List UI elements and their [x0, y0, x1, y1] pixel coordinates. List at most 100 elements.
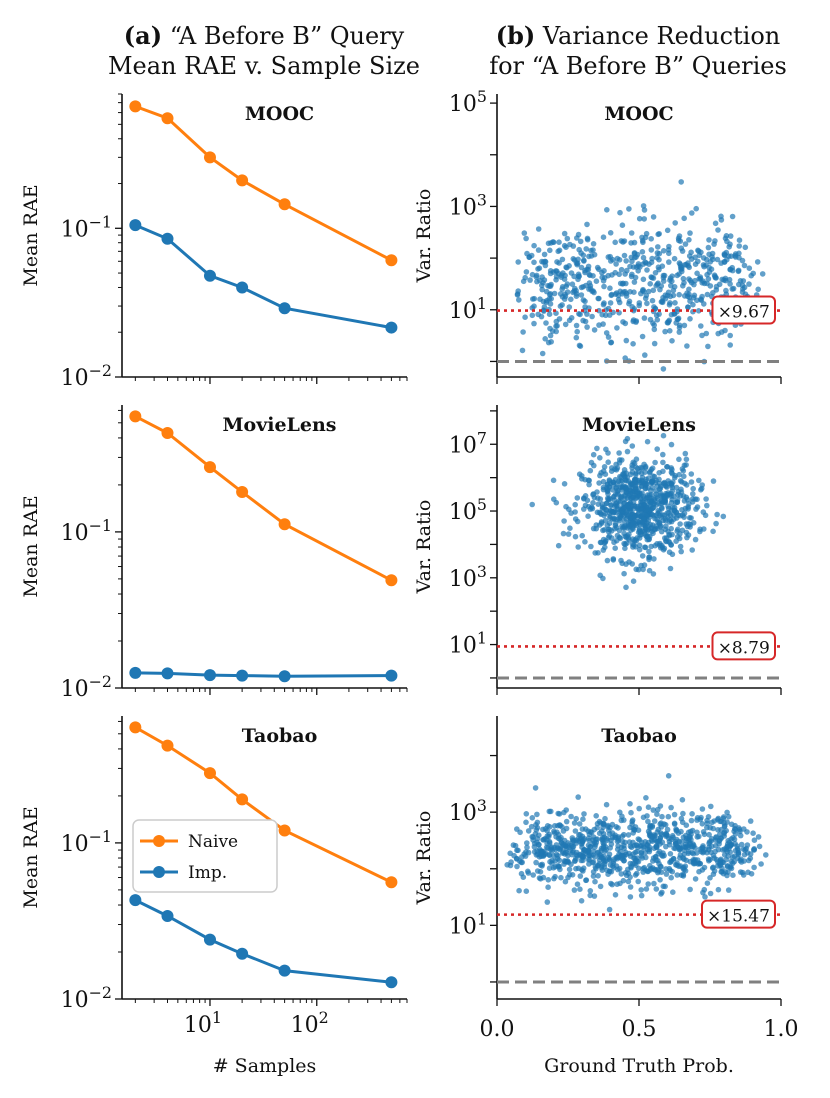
panel-movielens-var-scatter-point [614, 503, 620, 509]
panel-mooc-var-scatter-point [633, 319, 639, 325]
panel-taobao-var-scatter-point [694, 850, 700, 856]
panel-taobao-var-scatter-point [704, 824, 710, 831]
panel-mooc-var-scatter-point [570, 255, 577, 262]
panel-mooc-var-scatter-point [568, 296, 574, 303]
panel-movielens-var-scatter-point [602, 510, 608, 517]
panel-taobao-var-scatter-point [578, 898, 585, 904]
panel-movielens-var-scatter-point [668, 465, 674, 471]
panel-taobao-var-scatter-point [580, 857, 586, 864]
panel-taobao-var-scatter-point [638, 892, 645, 899]
panel-movielens-var-scatter-point [631, 477, 638, 484]
panel-movielens-var-scatter-point [635, 566, 642, 573]
panel-movielens-var-scatter-point [636, 542, 643, 549]
panel-mooc-var-scatter-point [553, 273, 560, 280]
panel-mooc-rae-y-label: Mean RAE [20, 184, 42, 286]
panel-taobao-var-scatter-point [537, 862, 544, 868]
panel-taobao-var-scatter-point [534, 811, 540, 818]
panel-movielens-var-scatter-point [657, 542, 663, 548]
panel-movielens-var-scatter-point [587, 467, 594, 474]
panel-taobao-var-scatter-point [756, 843, 763, 850]
panel-taobao-var-scatter-point [574, 853, 580, 859]
panel-taobao-var-scatter-point [653, 886, 660, 892]
panel-mooc-var-scatter-point [526, 254, 532, 260]
panel-movielens-var-scatter-point [648, 478, 655, 485]
panel-taobao-rae-y-tick-label: 10−1 [61, 827, 112, 857]
panel-movielens-var-scatter-point [604, 522, 611, 529]
panel-movielens-var-scatter-point [576, 471, 583, 478]
panel-mooc-var-scatter-point [636, 302, 642, 309]
panel-mooc-var-scatter-point [694, 270, 700, 277]
panel-taobao-var-scatter-point [618, 852, 625, 859]
panel-taobao-var-scatter-point [544, 899, 551, 905]
panel-mooc-var-title: MOOC [604, 103, 673, 125]
panel-taobao-var-scatter-point [635, 836, 642, 842]
panel-movielens-var-scatter-point [629, 443, 636, 449]
panel-mooc-var-scatter-point [705, 244, 712, 251]
panel-mooc-var-scatter-point [703, 262, 709, 268]
panel-mooc-var-scatter-point [736, 237, 743, 243]
panel-movielens-var-scatter-point [600, 486, 607, 493]
panel-mooc-var-scatter-point [548, 339, 554, 345]
panel-mooc-rae-imp-point [129, 219, 142, 232]
panel-mooc-var-y-tick-label: 101 [449, 294, 487, 324]
panel-taobao-var-scatter-point [651, 880, 657, 887]
panel-mooc-var-scatter-point [607, 253, 613, 260]
panel-movielens-var-scatter-point [631, 542, 637, 548]
panel-movielens-var-scatter-point [690, 485, 696, 492]
panel-taobao-var-scatter-point [650, 858, 656, 864]
panel-movielens-var-scatter-point [710, 478, 717, 484]
panel-taobao-var-scatter-point [681, 864, 687, 871]
panel-movielens-var-scatter-point [639, 490, 645, 497]
panel-taobao-var-scatter-point [569, 843, 576, 850]
panel-mooc-var-scatter-point [539, 286, 545, 293]
panel-taobao-var-scatter-point [641, 844, 648, 850]
panel-mooc-var-scatter-point [608, 339, 614, 346]
panel-mooc-var-scatter-point [626, 298, 633, 305]
legend-swatch-marker [153, 835, 165, 847]
panel-mooc-var-scatter-point [675, 316, 681, 323]
panel-mooc-var-scatter-point [742, 244, 749, 251]
panel-movielens-var-scatter-point [656, 512, 663, 519]
panel-mooc-var-scatter-point [713, 275, 719, 281]
panel-taobao-var-scatter-point [737, 832, 744, 839]
panel-taobao-var-scatter-point [627, 801, 633, 807]
panel-mooc-var-scatter-point [722, 235, 729, 242]
panel-mooc-var-scatter-point [554, 268, 560, 275]
panel-taobao-rae-naive-point [236, 793, 249, 806]
panel-taobao-var-scatter-point [674, 872, 680, 878]
panel-taobao-var-scatter-point [731, 858, 737, 865]
panel-taobao-var-scatter-point [525, 870, 532, 876]
panel-mooc-var-scatter-point [641, 315, 648, 321]
panel-movielens-var-scatter-point [640, 516, 647, 522]
panel-mooc-var-scatter-point [608, 258, 614, 264]
panel-mooc-var-scatter-point [584, 311, 590, 317]
panel-taobao-var-scatter-point [545, 884, 551, 890]
panel-taobao-var-y-tick-label: 103 [449, 796, 487, 826]
panel-taobao-var-scatter-point [696, 833, 702, 840]
panel-taobao-var-scatter-point [609, 881, 615, 888]
panel-movielens-var-scatter-point [644, 438, 651, 445]
panel-taobao-var-scatter-point [607, 862, 614, 868]
panel-taobao-var-scatter-point [666, 842, 673, 848]
panel-mooc-var-scatter-point [535, 266, 541, 272]
panel-mooc-var-scatter-point [584, 221, 590, 228]
panel-taobao-var-scatter-point [687, 828, 694, 835]
panel-taobao-var-scatter-point [591, 893, 598, 899]
panel-taobao-var-scatter-point [573, 865, 579, 872]
panel-taobao-var-scatter-point [565, 842, 572, 848]
panel-movielens-var-scatter-point [638, 464, 644, 471]
panel-mooc-var-scatter-point [523, 269, 530, 275]
panel-movielens-var-scatter-point [638, 562, 644, 569]
panel-taobao-var-scatter-point [626, 839, 633, 845]
panel-movielens-var-scatter-point [627, 491, 633, 497]
panel-mooc-var-scatter-point [620, 239, 626, 245]
panel-mooc-rae-y-tick-label: 10−1 [61, 212, 112, 242]
panel-mooc-var-scatter-point [667, 300, 673, 306]
panel-mooc-var-scatter-point [650, 287, 657, 294]
panel-movielens-var-scatter-point [622, 541, 629, 548]
panel-taobao-var-scatter-point [593, 813, 599, 819]
panel-taobao-var-scatter-point [758, 861, 764, 867]
panel-mooc-var-scatter-point [704, 280, 710, 287]
panel-mooc-var-scatter-point [615, 292, 622, 299]
panel-taobao-var-scatter-point [581, 811, 587, 817]
